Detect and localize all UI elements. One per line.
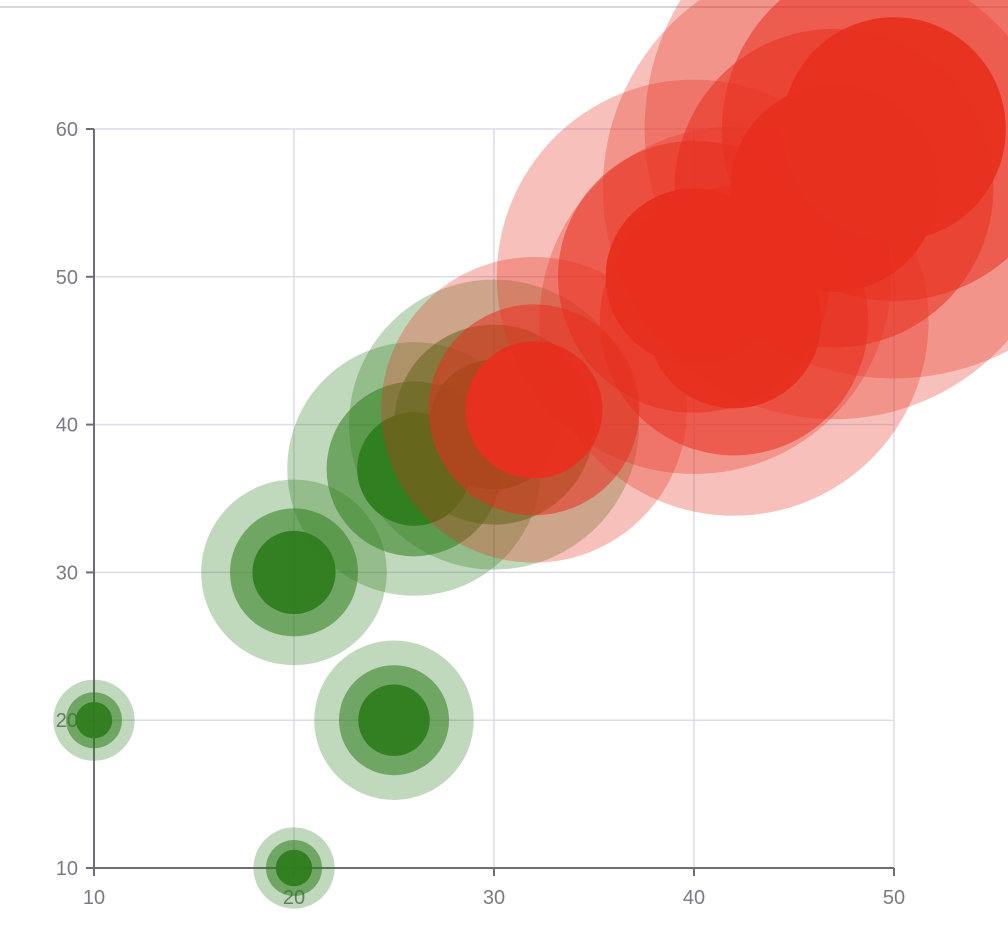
top-divider — [0, 6, 1008, 8]
point-core — [465, 341, 603, 479]
point-core — [782, 17, 1006, 241]
tick-labels: 1020304050601020304050 — [56, 119, 905, 909]
y-tick-label: 40 — [56, 415, 78, 437]
data-point — [253, 827, 335, 909]
point-core — [252, 530, 336, 615]
point-core — [275, 849, 313, 887]
y-tick-label: 60 — [56, 119, 78, 141]
point-core — [358, 684, 430, 756]
data-points — [53, 0, 1008, 909]
data-point — [644, 0, 1008, 379]
data-point — [201, 479, 387, 666]
y-tick-label: 50 — [56, 267, 78, 289]
data-point — [53, 679, 135, 761]
x-tick-label: 10 — [83, 887, 105, 909]
x-tick-label: 30 — [483, 887, 505, 909]
x-tick-label: 50 — [883, 887, 905, 909]
y-tick-label: 10 — [56, 858, 78, 880]
x-tick-label: 40 — [683, 887, 705, 909]
y-tick-label: 30 — [56, 562, 78, 584]
point-core — [75, 702, 113, 739]
data-point — [314, 640, 474, 800]
